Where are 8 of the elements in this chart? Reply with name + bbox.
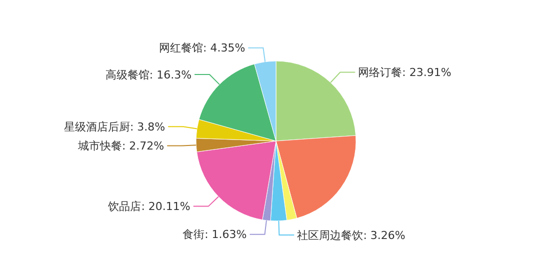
slice-label: 社区周边餐饮: 3.26%: [297, 228, 406, 242]
slice-label: 高级餐馆: 16.3%: [105, 68, 192, 82]
slice-label: 食街: 1.63%: [182, 228, 247, 242]
slice-label: 城市快餐: 2.72%: [76, 140, 164, 153]
slice-label: 饮品店: 20.11%: [107, 200, 190, 214]
slice-label: 星级酒店后厨: 3.8%: [64, 120, 166, 134]
slice-label: 网络订餐: 23.91%: [358, 66, 452, 80]
slice-label: 网红餐馆: 4.35%: [159, 42, 246, 55]
